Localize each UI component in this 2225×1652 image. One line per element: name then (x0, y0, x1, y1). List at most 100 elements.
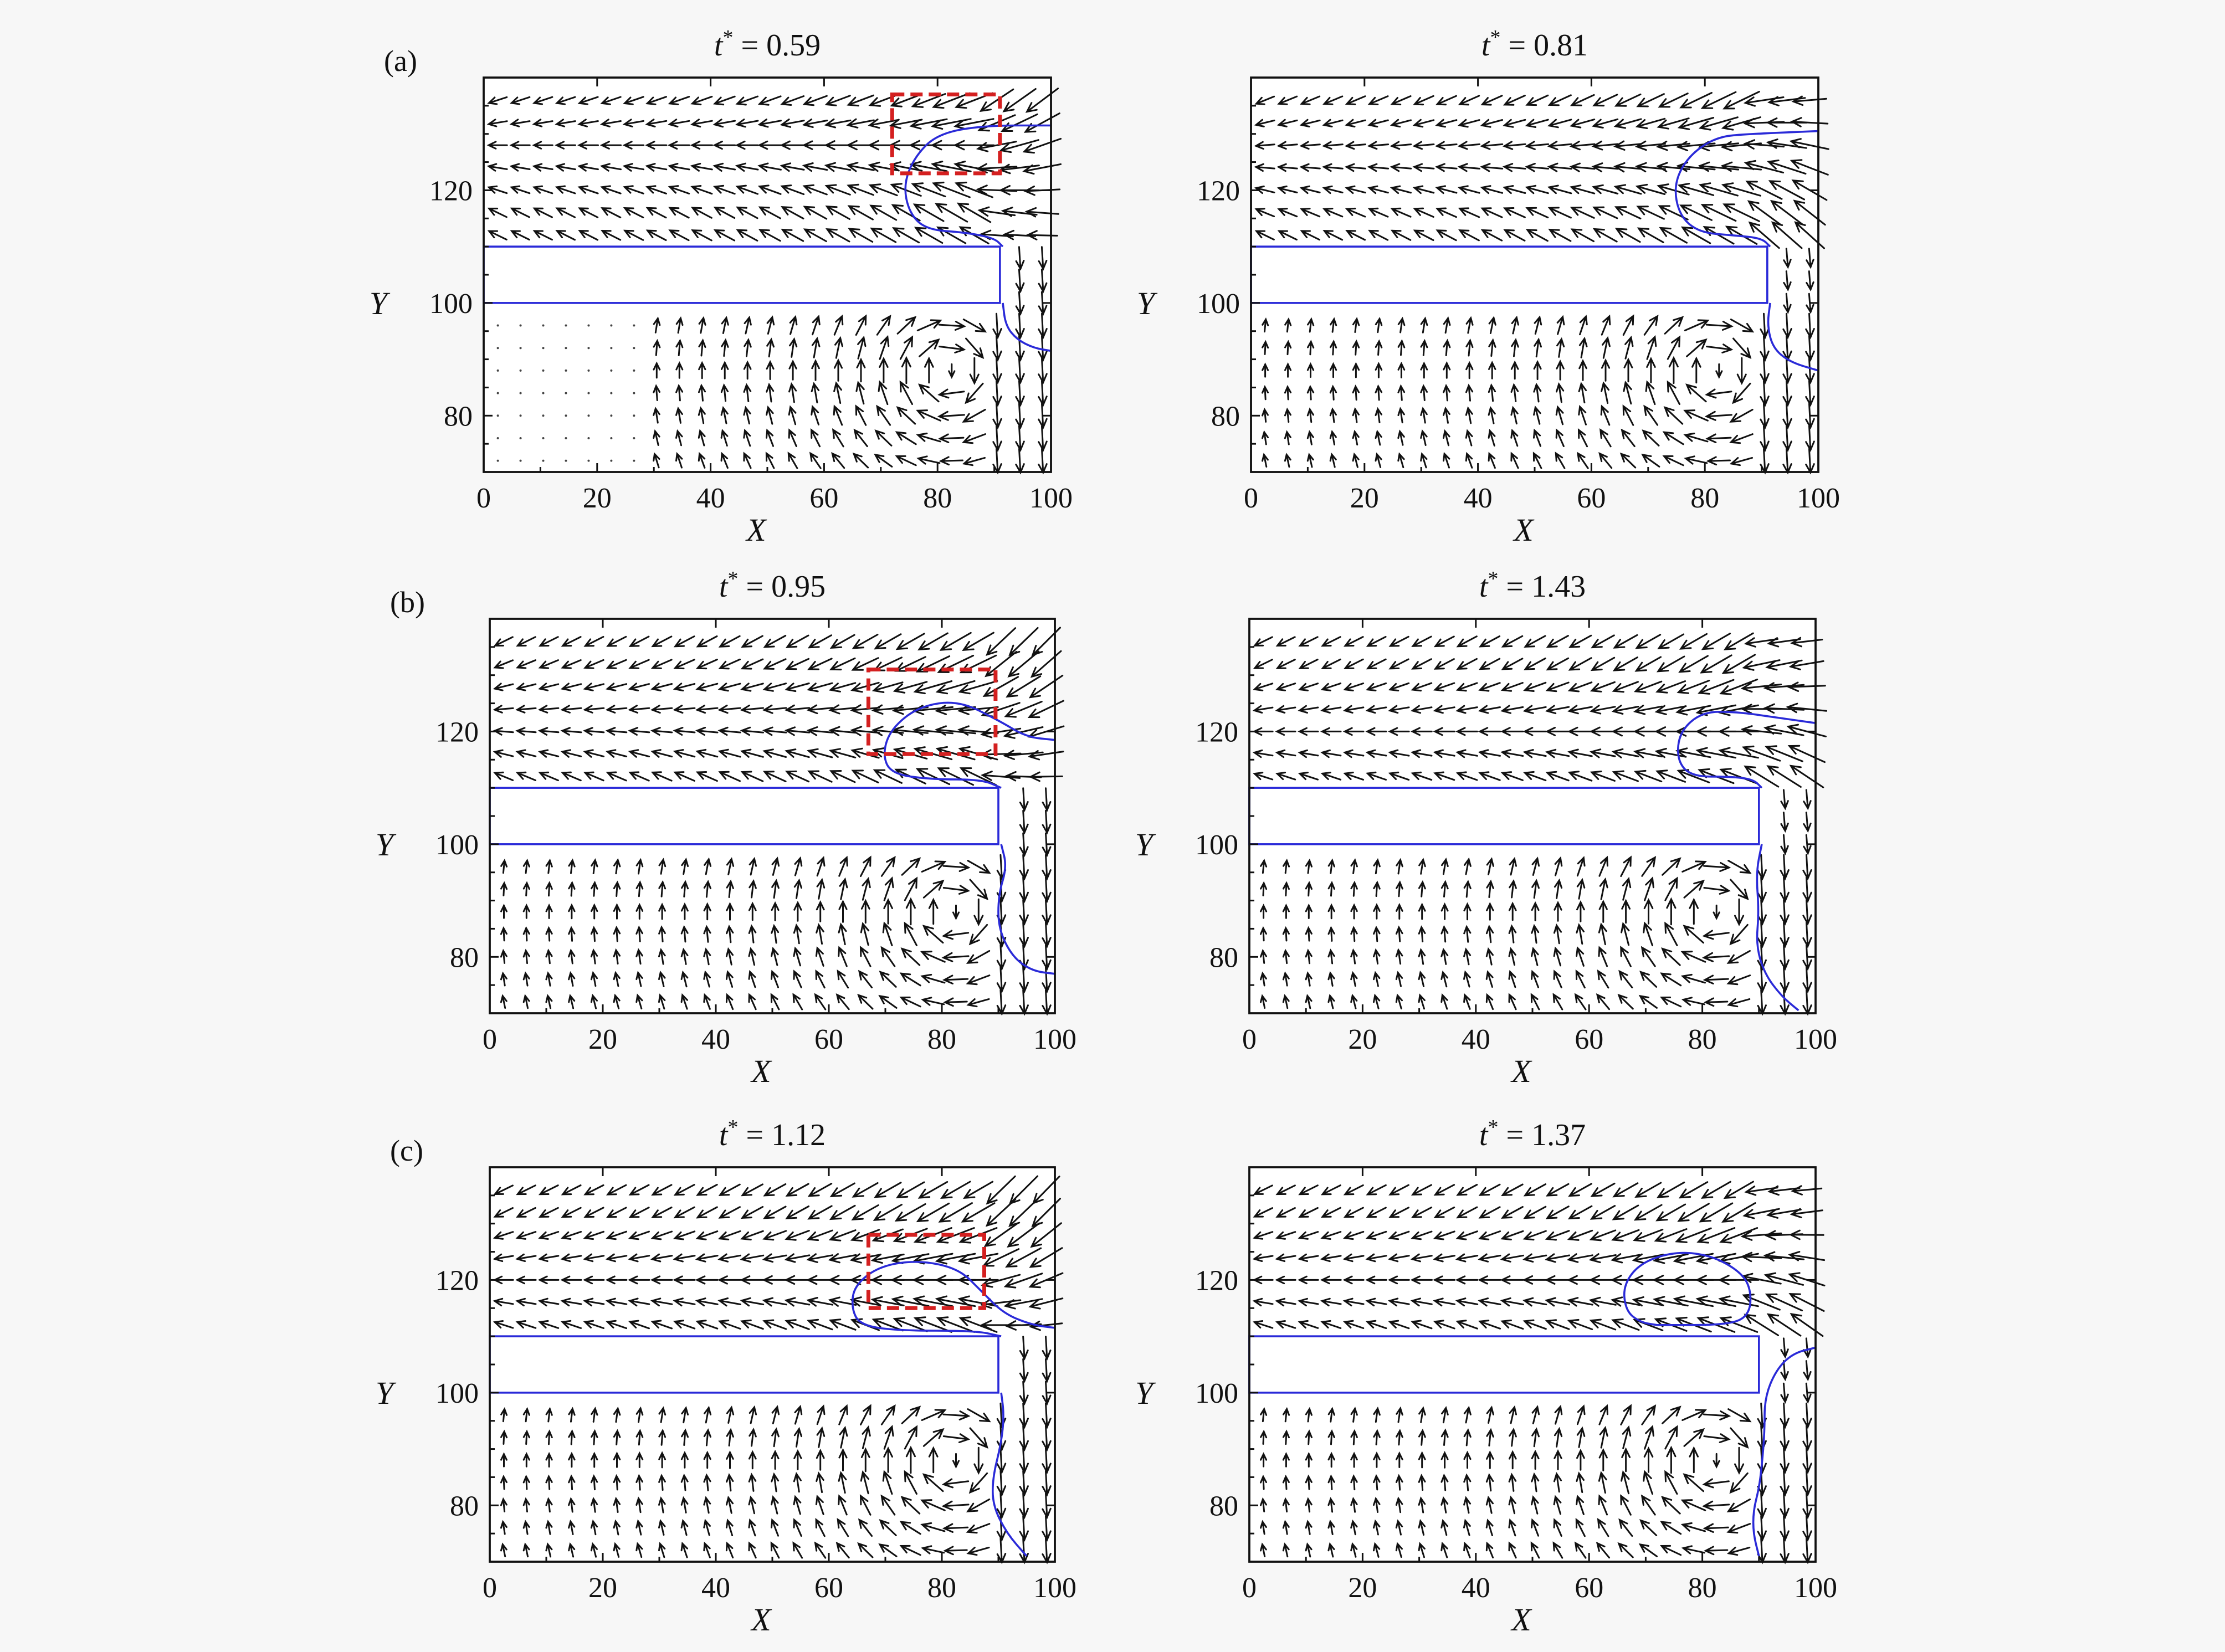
x-tick-label: 40 (1462, 1572, 1490, 1604)
velocity-arrow (1567, 1205, 1593, 1220)
velocity-arrow (1546, 635, 1569, 648)
velocity-arrow (1635, 117, 1666, 129)
velocity-arrow (883, 1424, 894, 1450)
velocity-arrow (784, 726, 810, 736)
velocity-arrow (1282, 1474, 1290, 1490)
velocity-arrow (1463, 857, 1472, 875)
velocity-arrow (1396, 1429, 1403, 1446)
velocity-arrow (936, 1227, 975, 1244)
velocity-arrow (1463, 970, 1471, 988)
velocity-arrow (1805, 358, 1815, 384)
velocity-arrow (962, 408, 986, 423)
velocity-arrow (740, 1319, 764, 1330)
velocity-arrow (807, 770, 833, 783)
velocity-arrow (1019, 1492, 1029, 1520)
x-tick-label: 80 (1688, 1024, 1717, 1055)
velocity-arrow (748, 901, 757, 921)
velocity-arrow (1342, 749, 1365, 758)
velocity-arrow (1397, 429, 1405, 446)
y-tick-label: 80 (450, 1490, 479, 1522)
velocity-arrow (1260, 971, 1267, 987)
velocity-arrow (766, 405, 774, 425)
velocity-arrow (1418, 858, 1426, 875)
velocity-arrow (1253, 1320, 1274, 1329)
velocity-arrow (522, 926, 530, 942)
velocity-arrow (1522, 1275, 1547, 1285)
velocity-arrow (1373, 1496, 1381, 1513)
velocity-arrow (785, 1183, 809, 1197)
velocity-arrow (1252, 705, 1274, 714)
velocity-arrow (675, 338, 684, 356)
velocity-arrow (1275, 1231, 1296, 1240)
velocity-arrow (1806, 248, 1814, 269)
velocity-arrow (1508, 1518, 1516, 1537)
velocity-arrow (522, 994, 530, 1009)
y-axis-label: Y (1135, 1375, 1156, 1411)
velocity-arrow (613, 971, 621, 987)
velocity-arrow (493, 771, 514, 781)
velocity-arrow (606, 1207, 627, 1218)
velocity-arrow (577, 163, 599, 172)
velocity-arrow (846, 162, 875, 172)
velocity-arrow (538, 1207, 559, 1218)
velocity-arrow (577, 141, 599, 150)
velocity-arrow (1019, 967, 1029, 993)
velocity-arrow (703, 1541, 711, 1558)
velocity-arrow (1252, 1297, 1274, 1307)
velocity-arrow (658, 1542, 666, 1558)
velocity-arrow (1639, 971, 1658, 988)
velocity-arrow (1486, 879, 1494, 898)
velocity-arrow (1342, 1275, 1365, 1285)
velocity-arrow (850, 681, 880, 693)
velocity-arrow (1503, 119, 1526, 128)
velocity-arrow (878, 380, 889, 406)
velocity-arrow (1455, 1253, 1479, 1263)
lower-interface-curve (1756, 844, 1800, 1012)
velocity-arrow (726, 879, 734, 898)
velocity-arrow (1640, 946, 1656, 967)
velocity-arrow (922, 879, 945, 899)
velocity-arrow (1029, 1320, 1063, 1331)
velocity-arrow (1689, 897, 1699, 925)
velocity-arrow (515, 1320, 537, 1329)
velocity-arrow (717, 1297, 741, 1307)
velocity-arrow (1601, 314, 1611, 336)
velocity-arrow (1641, 855, 1657, 877)
velocity-arrow (816, 1471, 824, 1494)
vector-dot (633, 347, 635, 350)
velocity-arrow (838, 922, 847, 946)
velocity-arrow (1576, 1404, 1586, 1425)
velocity-arrow (600, 207, 622, 218)
velocity-arrow (847, 94, 874, 107)
velocity-arrow (1320, 772, 1342, 781)
velocity-arrow (532, 119, 553, 127)
velocity-arrow (486, 141, 508, 150)
velocity-arrow (1721, 182, 1761, 197)
x-tick-label: 100 (1029, 483, 1073, 514)
velocity-arrow (1443, 361, 1451, 379)
velocity-arrow (555, 96, 576, 105)
velocity-arrow (613, 1542, 621, 1558)
velocity-arrow (1654, 1228, 1688, 1243)
velocity-arrow (806, 704, 833, 715)
velocity-arrow (1508, 1473, 1517, 1492)
velocity-arrow (1329, 452, 1337, 468)
velocity-arrow (1025, 88, 1059, 113)
velocity-arrow (1443, 429, 1450, 447)
velocity-arrow (921, 860, 947, 873)
velocity-arrow (920, 973, 946, 984)
velocity-arrow (1418, 993, 1426, 1010)
velocity-arrow (1700, 1181, 1731, 1199)
velocity-arrow (1780, 834, 1789, 855)
velocity-arrow (996, 1492, 1007, 1520)
velocity-arrow (726, 1428, 734, 1446)
velocity-arrow (1412, 163, 1435, 172)
velocity-arrow (1734, 1446, 1745, 1475)
velocity-arrow (1643, 898, 1654, 925)
title-value: = 1.43 (1498, 570, 1586, 604)
velocity-arrow (740, 726, 764, 736)
panel-letter: (b) (390, 586, 425, 619)
velocity-arrow (561, 1207, 582, 1218)
velocity-arrow (924, 356, 934, 384)
velocity-arrow (486, 119, 508, 127)
